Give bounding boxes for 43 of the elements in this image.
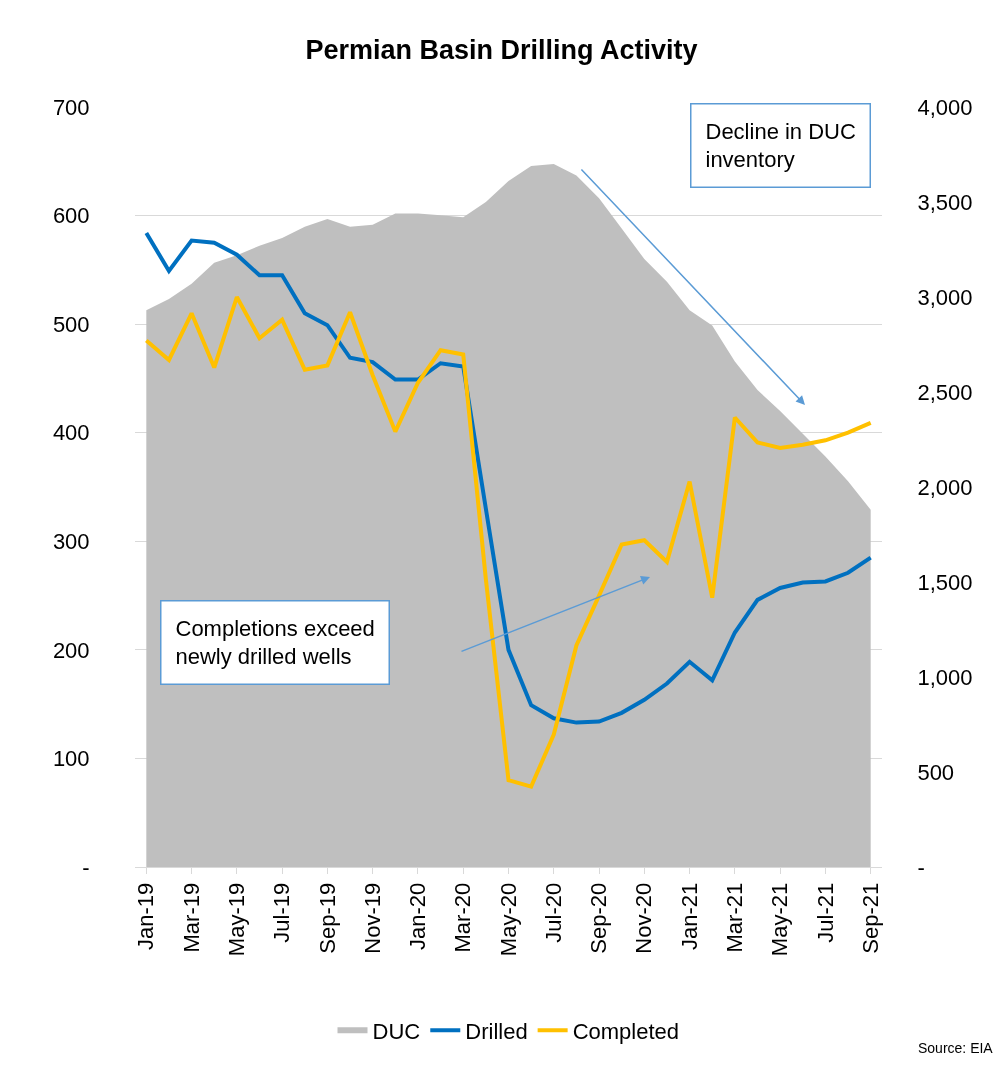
y2-tick-label: 4,000	[917, 94, 973, 120]
x-tick-label: May-21	[767, 882, 793, 957]
x-tick-label: Jan-19	[133, 882, 159, 951]
y2-tick-label: 500	[917, 759, 955, 785]
x-tick-label: Jul-20	[540, 882, 566, 943]
line-series	[144, 295, 873, 789]
y2-tick-label: -	[917, 854, 925, 880]
y-tick-label: 600	[52, 203, 90, 229]
y2-tick-label: 1,500	[917, 569, 973, 595]
y-tick-label: 100	[52, 746, 90, 772]
y-tick-label: 400	[52, 420, 90, 446]
x-tick-label: Nov-19	[359, 882, 385, 954]
annotation: Decline in DUC inventory	[705, 118, 856, 173]
x-tick-label: Sep-19	[314, 882, 340, 954]
y-tick-label: 200	[52, 637, 90, 663]
x-tick-label: Jul-19	[269, 882, 295, 943]
x-tick-label: Sep-20	[586, 882, 612, 954]
source-note: Source: EIA	[918, 1040, 994, 1056]
x-tick-label: May-20	[495, 882, 521, 957]
annotation: Completions exceed newly drilled wells	[175, 615, 375, 670]
chart-title: Permian Basin Drilling Activity	[305, 35, 698, 66]
x-tick-label: Nov-20	[631, 882, 657, 954]
x-tick-label: Jan-21	[676, 882, 702, 951]
y2-tick-label: 1,000	[917, 664, 973, 690]
line-series	[144, 230, 873, 725]
legend-label: Completed	[572, 1018, 680, 1044]
y-tick-label: 500	[52, 311, 90, 337]
x-tick-label: Mar-21	[722, 882, 748, 953]
x-tick-label: Mar-20	[450, 882, 476, 953]
legend-label: DUC	[372, 1018, 421, 1044]
x-tick-label: Jul-21	[812, 882, 838, 943]
y-tick-label: 300	[52, 528, 90, 554]
x-tick-label: Mar-19	[178, 882, 204, 953]
y2-tick-label: 2,500	[917, 379, 973, 405]
x-tick-label: Jan-20	[405, 882, 431, 951]
x-tick-label: May-19	[224, 882, 250, 957]
y-tick-label: 700	[52, 94, 90, 120]
y2-tick-label: 3,000	[917, 284, 973, 310]
x-tick-label: Sep-21	[857, 882, 883, 954]
y-tick-label: -	[82, 854, 90, 880]
legend-label: Drilled	[465, 1018, 528, 1044]
y2-tick-label: 2,000	[917, 474, 973, 500]
y2-tick-label: 3,500	[917, 189, 973, 215]
